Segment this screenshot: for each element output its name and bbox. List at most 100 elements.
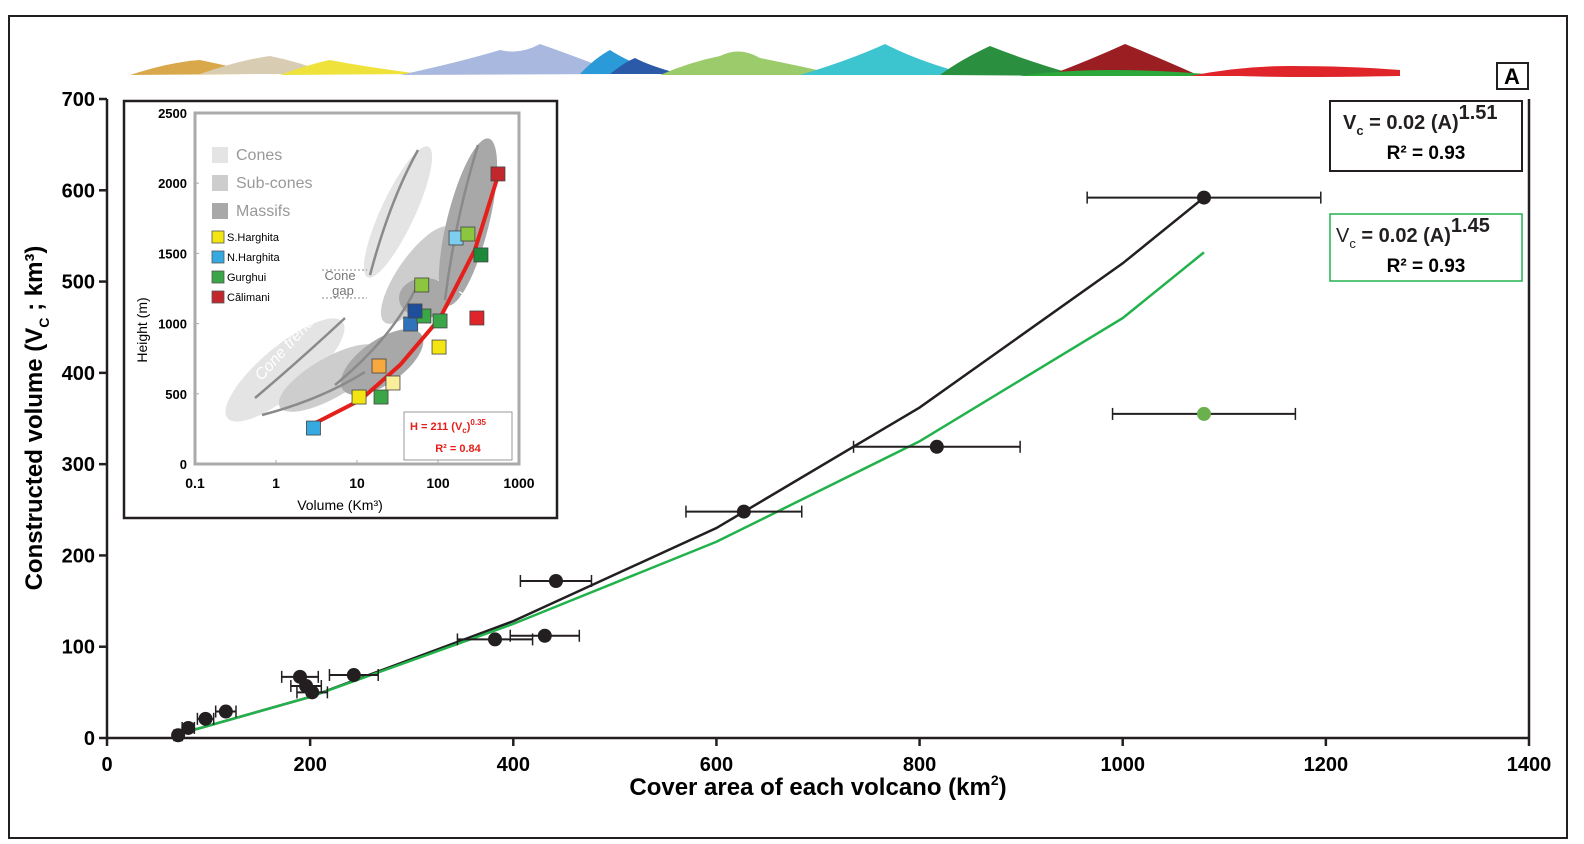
equation-sup: 1.45: [1451, 215, 1490, 237]
data-point: [305, 685, 320, 700]
legend-swatch: [211, 250, 225, 264]
equation-r2: R² = 0.84: [435, 443, 481, 455]
equation-sub: c: [1349, 236, 1356, 251]
equation-mid: = 0.02 (A): [1356, 225, 1451, 247]
legend-swatch: [211, 230, 225, 244]
y-axis-title-text: Constructed volume (V: [21, 328, 48, 591]
y-tick-label: 700: [62, 89, 95, 111]
equation: H = 211 (Vc)0.35: [410, 418, 487, 435]
frame: [8, 15, 1568, 839]
x-axis-title: Cover area of each volcano (km2): [629, 772, 1006, 801]
inset-x-tick-label: 1: [272, 475, 280, 491]
x-axis-title-sup: 2: [991, 772, 999, 788]
data-point: [488, 632, 503, 647]
y-tick-label: 400: [62, 363, 95, 385]
zone-legend-swatch: [212, 203, 228, 219]
data-point: [385, 375, 401, 391]
equation-sub: c: [1356, 123, 1363, 138]
x-tick-label: 1000: [1100, 754, 1145, 776]
y-tick-label: 600: [62, 180, 95, 202]
panel-label: A: [1504, 64, 1520, 89]
x-tick-label: 1200: [1304, 754, 1349, 776]
y-axis-title-sub: C: [36, 318, 52, 328]
inset-x-axis-title: Volume (Km³): [297, 497, 383, 513]
x-tick-label: 1400: [1507, 754, 1552, 776]
equation-var: V: [1336, 225, 1350, 247]
legend-label: Călimani: [227, 292, 270, 304]
legend-label: S.Harghita: [227, 232, 280, 244]
data-point: [414, 277, 430, 293]
inset-y-tick-label: 2500: [158, 106, 187, 121]
y-axis-title: Constructed volume (VC ; km³): [21, 246, 52, 591]
x-axis-title-text: Cover area of each volcano (km: [629, 774, 990, 801]
inset-y-tick-label: 1000: [158, 317, 187, 332]
data-point: [548, 573, 563, 588]
data-point: [537, 628, 552, 643]
data-point: [469, 310, 485, 326]
equation: Vc = 0.02 (A)1.51: [1343, 102, 1498, 138]
data-point: [198, 711, 213, 726]
inset-x-tick-label: 0.1: [185, 475, 205, 491]
inset-x-tick-label: 10: [349, 475, 365, 491]
data-point: [431, 339, 447, 355]
equation-mid: ): [467, 421, 471, 433]
inset-annotation: gap: [332, 283, 354, 298]
data-point: [490, 166, 506, 182]
legend-label: Gurghui: [227, 272, 266, 284]
inset-x-tick-label: 1000: [503, 475, 534, 491]
x-tick-label: 600: [700, 754, 733, 776]
data-point: [346, 668, 361, 683]
equation: Vc = 0.02 (A)1.45: [1336, 215, 1490, 251]
equation-box: [403, 411, 513, 461]
data-point: [371, 358, 387, 374]
inset-x-tick-label: 100: [426, 475, 450, 491]
inset-y-axis-title: Height (m): [134, 297, 150, 362]
equation-r2: R² = 0.93: [1387, 256, 1466, 277]
data-point: [407, 303, 423, 319]
zone-legend-label: Sub-cones: [236, 175, 313, 192]
zone-legend-label: Cones: [236, 147, 282, 164]
y-tick-label: 300: [62, 454, 95, 476]
equation-sub: c: [462, 426, 467, 435]
x-axis-title-end: ): [999, 774, 1007, 801]
x-tick-label: 0: [101, 754, 112, 776]
data-point: [1196, 190, 1211, 205]
zone-legend-label: Massifs: [236, 203, 290, 220]
inset-chart: 0 500 1000 1500 2000 2500 0.1 1 10 100 1000 Volume …: [122, 99, 559, 520]
data-point: [460, 226, 476, 242]
y-tick-label: 100: [62, 637, 95, 659]
inset-y-tick-label: 500: [165, 387, 187, 402]
equation-mid: = 0.02 (A): [1364, 112, 1459, 134]
legend-label: N.Harghita: [227, 252, 280, 264]
zone-legend-swatch: [212, 175, 228, 191]
x-tick-label: 400: [497, 754, 530, 776]
y-tick-label: 500: [62, 272, 95, 294]
inset-y-tick-label: 2000: [158, 176, 187, 191]
data-point: [218, 704, 233, 719]
data-point: [1196, 406, 1211, 421]
y-tick-label: 200: [62, 545, 95, 567]
x-tick-label: 800: [903, 754, 936, 776]
equation-box: [1329, 100, 1523, 172]
equation-var: V: [1343, 112, 1357, 134]
data-point: [306, 420, 321, 436]
x-tick-label: 200: [293, 754, 326, 776]
inset-annotation: Cone: [324, 268, 355, 283]
y-tick-label: 0: [84, 728, 95, 750]
data-point: [181, 720, 196, 735]
data-point: [373, 389, 389, 405]
equation-sup: 1.51: [1459, 102, 1498, 124]
equation-r2: R² = 0.93: [1387, 143, 1466, 164]
legend-swatch: [211, 290, 225, 304]
data-point: [929, 439, 944, 454]
data-point: [351, 389, 367, 405]
data-point: [736, 504, 751, 519]
legend-swatch: [211, 270, 225, 284]
zone-shapes: [225, 138, 498, 422]
data-point: [171, 728, 186, 743]
inset-y-tick-label: 0: [180, 457, 187, 472]
equation-sup: 0.35: [470, 418, 486, 427]
